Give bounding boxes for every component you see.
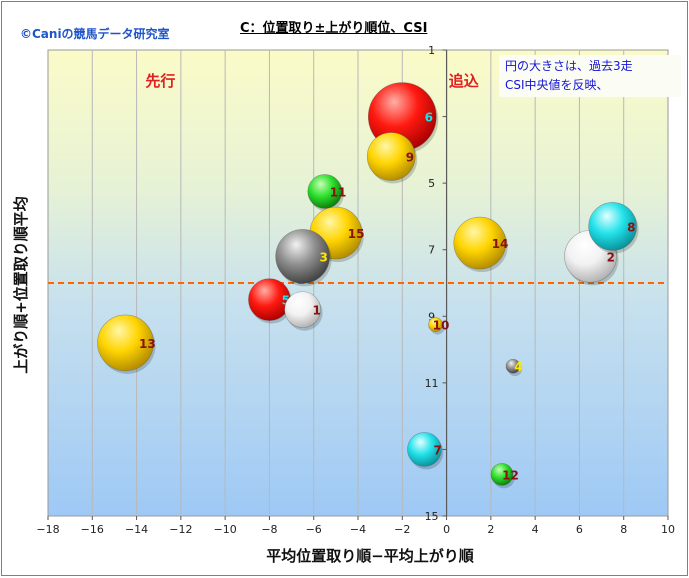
x-tick-label: −10 bbox=[214, 523, 237, 536]
y-tick-label: 5 bbox=[428, 177, 435, 190]
bubble-label: 15 bbox=[348, 227, 365, 241]
bubbles: 6 9 11 15 3 5 1 13 14 2 8 10 4 7 12 bbox=[97, 82, 639, 489]
x-tick-label: −18 bbox=[36, 523, 59, 536]
x-tick-label: 0 bbox=[443, 523, 450, 536]
bubble-label: 3 bbox=[320, 250, 328, 264]
note-line: 円の大きさは、過去3走 bbox=[505, 59, 633, 73]
bubble-circle bbox=[505, 358, 521, 374]
x-tick-label: −4 bbox=[350, 523, 366, 536]
chart-title: C：位置取り±上がり順位、CSI bbox=[240, 21, 428, 36]
x-tick-label: −6 bbox=[306, 523, 322, 536]
y-tick-label: 9 bbox=[428, 310, 435, 323]
x-tick-label: −2 bbox=[394, 523, 410, 536]
bubble-circle bbox=[275, 229, 330, 284]
bubble-label: 13 bbox=[139, 337, 156, 351]
bubble-5: 5 bbox=[248, 278, 293, 324]
credit-text: ©Caniの競馬データ研究室 bbox=[20, 27, 170, 41]
bubble-label: 6 bbox=[425, 111, 433, 125]
bubble-label: 5 bbox=[282, 294, 290, 308]
bubble-circle bbox=[97, 314, 154, 372]
bubble-8: 8 bbox=[588, 202, 639, 254]
axis-labels: 平均位置取り順−平均上がり順 上がり順+位置取り順平均 bbox=[12, 196, 475, 565]
bubble-7: 7 bbox=[407, 432, 444, 470]
x-tick-label: 2 bbox=[487, 523, 494, 536]
x-tick-label: 10 bbox=[661, 523, 675, 536]
bubble-label: 10 bbox=[433, 319, 450, 333]
x-tick-label: −8 bbox=[261, 523, 277, 536]
bubble-label: 9 bbox=[406, 151, 414, 165]
x-tick-label: 8 bbox=[620, 523, 627, 536]
bubble-label: 1 bbox=[313, 304, 321, 318]
bubble-10: 10 bbox=[428, 317, 450, 335]
x-tick-label: −14 bbox=[125, 523, 148, 536]
region-label: 先行 bbox=[145, 72, 175, 90]
bubble-circle bbox=[428, 317, 443, 332]
bubble-12: 12 bbox=[490, 463, 519, 489]
region-labels: 先行 追込 bbox=[145, 72, 478, 90]
legend-note: 円の大きさは、過去3走 CSI中央値を反映、 bbox=[499, 55, 681, 97]
bubble-4: 4 bbox=[505, 358, 523, 377]
y-tick-label: 11 bbox=[425, 377, 439, 390]
bubble-9: 9 bbox=[366, 132, 418, 184]
y-axis-title: 上がり順+位置取り順平均 bbox=[12, 196, 30, 374]
bubble-label: 8 bbox=[627, 220, 635, 234]
x-axis: −18 −16 −14 −12 −10 −8 −6 −4 −2 0 2 4 6 8 10 bbox=[36, 516, 675, 536]
x-axis-title: 平均位置取り順−平均上がり順 bbox=[266, 547, 475, 565]
y-tick-label: 7 bbox=[428, 244, 435, 257]
bubble-label: 11 bbox=[330, 185, 347, 199]
x-tick-label: −12 bbox=[169, 523, 192, 536]
bubble-label: 4 bbox=[514, 360, 522, 374]
bubble-circle bbox=[307, 174, 343, 209]
bubble-label: 14 bbox=[492, 237, 509, 251]
bubble-circle bbox=[588, 202, 637, 251]
bubble-label: 12 bbox=[502, 468, 519, 482]
bubble-circle bbox=[366, 132, 416, 181]
bubble-circle bbox=[407, 432, 442, 467]
bubble-13: 13 bbox=[97, 314, 156, 374]
bubble-14: 14 bbox=[453, 216, 509, 273]
bubble-circle bbox=[284, 291, 321, 328]
x-tick-label: 4 bbox=[532, 523, 539, 536]
bubble-label: 7 bbox=[434, 443, 442, 457]
bubble-3: 3 bbox=[275, 229, 332, 287]
bubble-label: 2 bbox=[607, 250, 615, 264]
region-label: 追込 bbox=[449, 72, 479, 90]
bubble-1: 1 bbox=[284, 291, 323, 331]
bubble-circle bbox=[453, 216, 507, 270]
x-tick-label: −16 bbox=[81, 523, 104, 536]
y-tick-label: 1 bbox=[428, 44, 435, 57]
bubble-11: 11 bbox=[307, 174, 347, 212]
bubble-circle bbox=[490, 463, 514, 486]
note-line: CSI中央値を反映、 bbox=[505, 78, 609, 92]
y-tick-label: 15 bbox=[425, 510, 439, 523]
x-tick-label: 6 bbox=[576, 523, 583, 536]
